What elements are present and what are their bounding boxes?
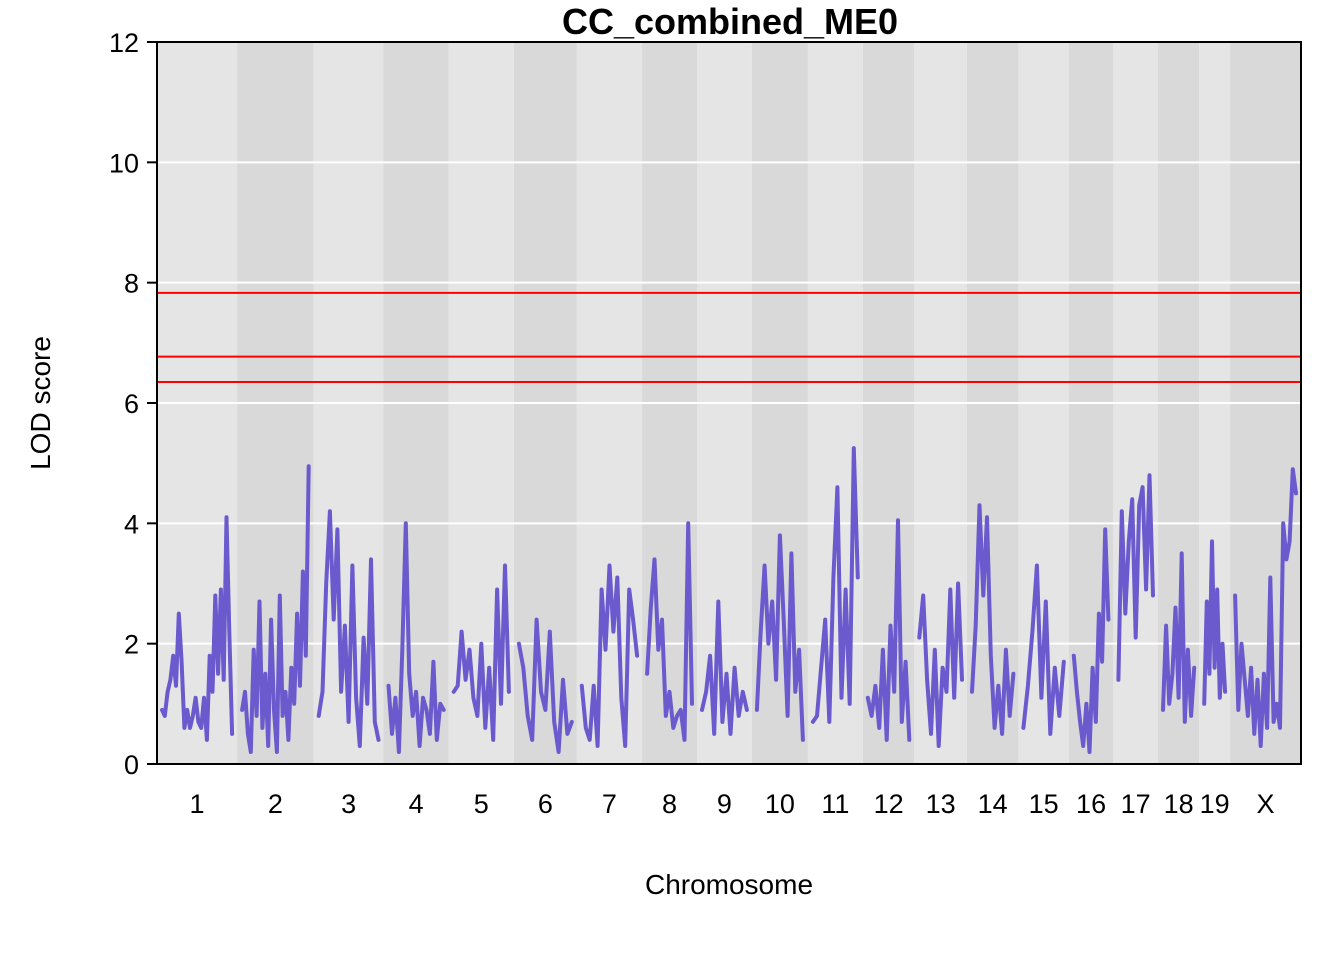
x-axis: 1 2 3 4 5 6 7 8 9 10 11 12 13 14 15 16 17 18 19 X: [190, 789, 1275, 819]
x-tick-label-4: 4: [409, 789, 424, 819]
lod-line-chr-11: [810, 446, 860, 724]
y-tick-label-2: 2: [124, 630, 139, 660]
lod-line-chr-16: [1071, 527, 1111, 754]
lod-line-chr-2: [240, 464, 311, 754]
y-tick-label-12: 12: [109, 28, 139, 58]
y-tick-label-6: 6: [124, 389, 139, 419]
y-tick-label-8: 8: [124, 269, 139, 299]
x-tick-label-2: 2: [268, 789, 283, 819]
x-tick-label-12: 12: [874, 789, 904, 819]
lod-line-chr-4: [386, 521, 446, 754]
y-tick-label-4: 4: [124, 509, 139, 539]
lod-line-chr-10: [754, 533, 805, 742]
lod-line-chr-19: [1202, 539, 1228, 706]
y-tick-label-0: 0: [124, 750, 139, 780]
lod-line-chr-5: [451, 563, 511, 742]
x-tick-label-15: 15: [1029, 789, 1059, 819]
y-tick-label-10: 10: [109, 148, 139, 178]
x-tick-label-16: 16: [1076, 789, 1106, 819]
x-axis-label: Chromosome: [645, 869, 813, 900]
x-tick-label-10: 10: [765, 789, 795, 819]
x-tick-label-11: 11: [821, 789, 849, 819]
lod-line-chr-18: [1161, 551, 1197, 724]
x-tick-label-7: 7: [602, 789, 617, 819]
y-axis: 0 2 4 6 8 10 12: [109, 28, 158, 780]
lod-line-chr-13: [917, 581, 964, 748]
lod-line-chr-8: [645, 521, 694, 742]
x-tick-label-19: 19: [1200, 789, 1230, 819]
x-tick-label-17: 17: [1121, 789, 1151, 819]
x-tick-label-9: 9: [717, 789, 732, 819]
lod-line-chr-9: [700, 599, 749, 736]
lod-series: [160, 446, 1298, 754]
x-tick-label-18: 18: [1164, 789, 1194, 819]
x-tick-label-1: 1: [190, 789, 205, 819]
x-tick-label-13: 13: [926, 789, 956, 819]
x-tick-label-8: 8: [662, 789, 677, 819]
lod-line-chr-6: [516, 617, 574, 754]
lod-line-chr-7: [579, 563, 640, 748]
threshold-lines: [157, 291, 1301, 383]
lod-line-chr-3: [316, 509, 381, 748]
chart-title: CC_combined_ME0: [562, 1, 898, 42]
lod-line-chr-14: [970, 503, 1016, 736]
x-tick-label-X: X: [1257, 789, 1275, 819]
lod-line-chr-17: [1116, 473, 1155, 682]
y-axis-label: LOD score: [25, 336, 56, 470]
y-gridlines: [157, 161, 1301, 645]
x-tick-label-6: 6: [538, 789, 553, 819]
lod-line-chr-X: [1233, 467, 1298, 748]
lod-line-chr-15: [1021, 563, 1066, 736]
x-tick-label-5: 5: [474, 789, 489, 819]
x-tick-label-14: 14: [978, 789, 1008, 819]
x-tick-label-3: 3: [341, 789, 356, 819]
lod-line-chr-1: [160, 515, 235, 742]
lod-line-chr-12: [865, 518, 912, 742]
